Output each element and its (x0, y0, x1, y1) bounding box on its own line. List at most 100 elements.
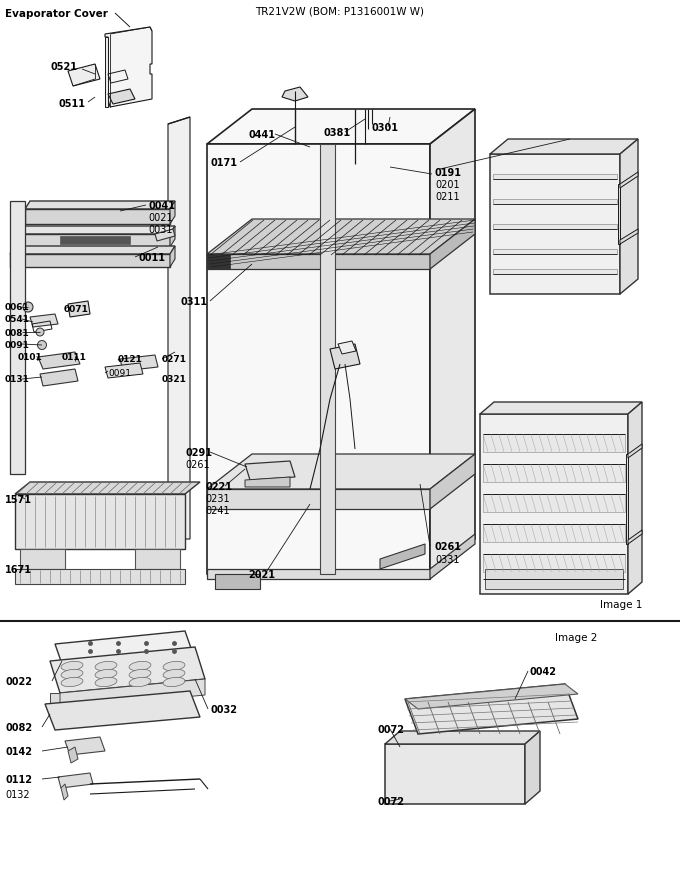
Polygon shape (480, 415, 628, 595)
Polygon shape (620, 140, 638, 295)
Polygon shape (207, 110, 475, 144)
Text: 0112: 0112 (5, 774, 32, 784)
Circle shape (37, 341, 46, 350)
Polygon shape (525, 731, 540, 804)
Ellipse shape (61, 678, 83, 687)
Circle shape (23, 303, 33, 313)
Polygon shape (15, 227, 175, 235)
Ellipse shape (163, 678, 185, 687)
Text: 0291: 0291 (185, 447, 212, 457)
Polygon shape (207, 455, 475, 489)
Text: 0231: 0231 (205, 494, 230, 503)
Polygon shape (628, 445, 642, 458)
Circle shape (36, 329, 44, 337)
Polygon shape (320, 144, 335, 574)
Text: 0311: 0311 (180, 297, 207, 307)
Polygon shape (385, 731, 540, 744)
Text: Image 2: Image 2 (555, 633, 597, 642)
Text: 0061: 0061 (5, 303, 30, 312)
Text: 0121: 0121 (118, 355, 143, 364)
Polygon shape (483, 434, 625, 453)
Polygon shape (135, 549, 180, 570)
Text: Evaporator Cover: Evaporator Cover (5, 9, 108, 19)
Text: 0201: 0201 (435, 180, 460, 190)
Text: 0041: 0041 (148, 201, 175, 211)
Text: 1671: 1671 (5, 564, 32, 574)
Polygon shape (40, 369, 78, 386)
Polygon shape (108, 89, 135, 105)
Text: 0331: 0331 (435, 555, 460, 564)
Text: 0081: 0081 (5, 328, 30, 337)
Text: 0111: 0111 (62, 352, 87, 361)
Polygon shape (330, 345, 360, 369)
Text: 0082: 0082 (5, 722, 32, 732)
Text: 0011: 0011 (138, 253, 165, 263)
Polygon shape (50, 693, 60, 709)
Text: 0241: 0241 (205, 505, 230, 516)
Polygon shape (493, 199, 617, 205)
Text: 1571: 1571 (5, 494, 32, 504)
Polygon shape (50, 648, 205, 693)
Ellipse shape (163, 662, 185, 671)
Polygon shape (15, 235, 170, 248)
Polygon shape (245, 478, 290, 487)
Polygon shape (620, 173, 638, 189)
Polygon shape (207, 254, 230, 269)
Text: 0131: 0131 (5, 375, 30, 384)
Text: 0071: 0071 (64, 305, 89, 315)
Polygon shape (168, 118, 190, 540)
Ellipse shape (61, 670, 83, 679)
Text: 0032: 0032 (210, 704, 237, 714)
Text: 0042: 0042 (530, 666, 557, 676)
Polygon shape (483, 555, 625, 572)
Polygon shape (60, 237, 130, 245)
Polygon shape (282, 88, 308, 102)
Polygon shape (170, 202, 175, 225)
Text: 0142: 0142 (5, 746, 32, 756)
Polygon shape (207, 144, 430, 574)
Polygon shape (207, 489, 430, 509)
Polygon shape (620, 229, 638, 245)
Polygon shape (45, 691, 200, 730)
Text: Image 1: Image 1 (600, 599, 643, 610)
Ellipse shape (95, 678, 117, 687)
Polygon shape (490, 140, 638, 155)
Polygon shape (15, 494, 185, 549)
Polygon shape (493, 269, 617, 275)
Polygon shape (207, 220, 475, 254)
Text: 0321: 0321 (162, 375, 187, 384)
Text: TR21V2W (BOM: P1316001W W): TR21V2W (BOM: P1316001W W) (256, 6, 424, 16)
Polygon shape (25, 202, 175, 210)
Polygon shape (58, 773, 93, 789)
Text: 0511: 0511 (58, 99, 85, 109)
Polygon shape (490, 155, 620, 295)
Text: 0091: 0091 (108, 369, 131, 378)
Text: 0381: 0381 (323, 128, 350, 138)
Polygon shape (15, 570, 185, 585)
Text: 0091: 0091 (5, 340, 30, 349)
Polygon shape (60, 680, 205, 709)
Polygon shape (380, 544, 425, 570)
Polygon shape (480, 402, 642, 415)
Polygon shape (483, 525, 625, 542)
Polygon shape (493, 225, 617, 229)
Polygon shape (628, 402, 642, 595)
Polygon shape (120, 355, 158, 371)
Polygon shape (430, 455, 475, 509)
Polygon shape (30, 315, 58, 328)
Polygon shape (68, 65, 100, 87)
Polygon shape (385, 744, 525, 804)
Polygon shape (15, 483, 200, 494)
Polygon shape (618, 185, 620, 245)
Ellipse shape (61, 662, 83, 671)
Polygon shape (10, 254, 170, 268)
Polygon shape (170, 227, 175, 248)
Ellipse shape (163, 670, 185, 679)
Text: 0101: 0101 (18, 352, 43, 361)
Text: 0191: 0191 (435, 167, 462, 178)
Polygon shape (430, 534, 475, 579)
Text: 0261: 0261 (435, 541, 462, 551)
Polygon shape (55, 632, 192, 664)
Polygon shape (68, 301, 90, 318)
Text: 0132: 0132 (5, 789, 30, 799)
